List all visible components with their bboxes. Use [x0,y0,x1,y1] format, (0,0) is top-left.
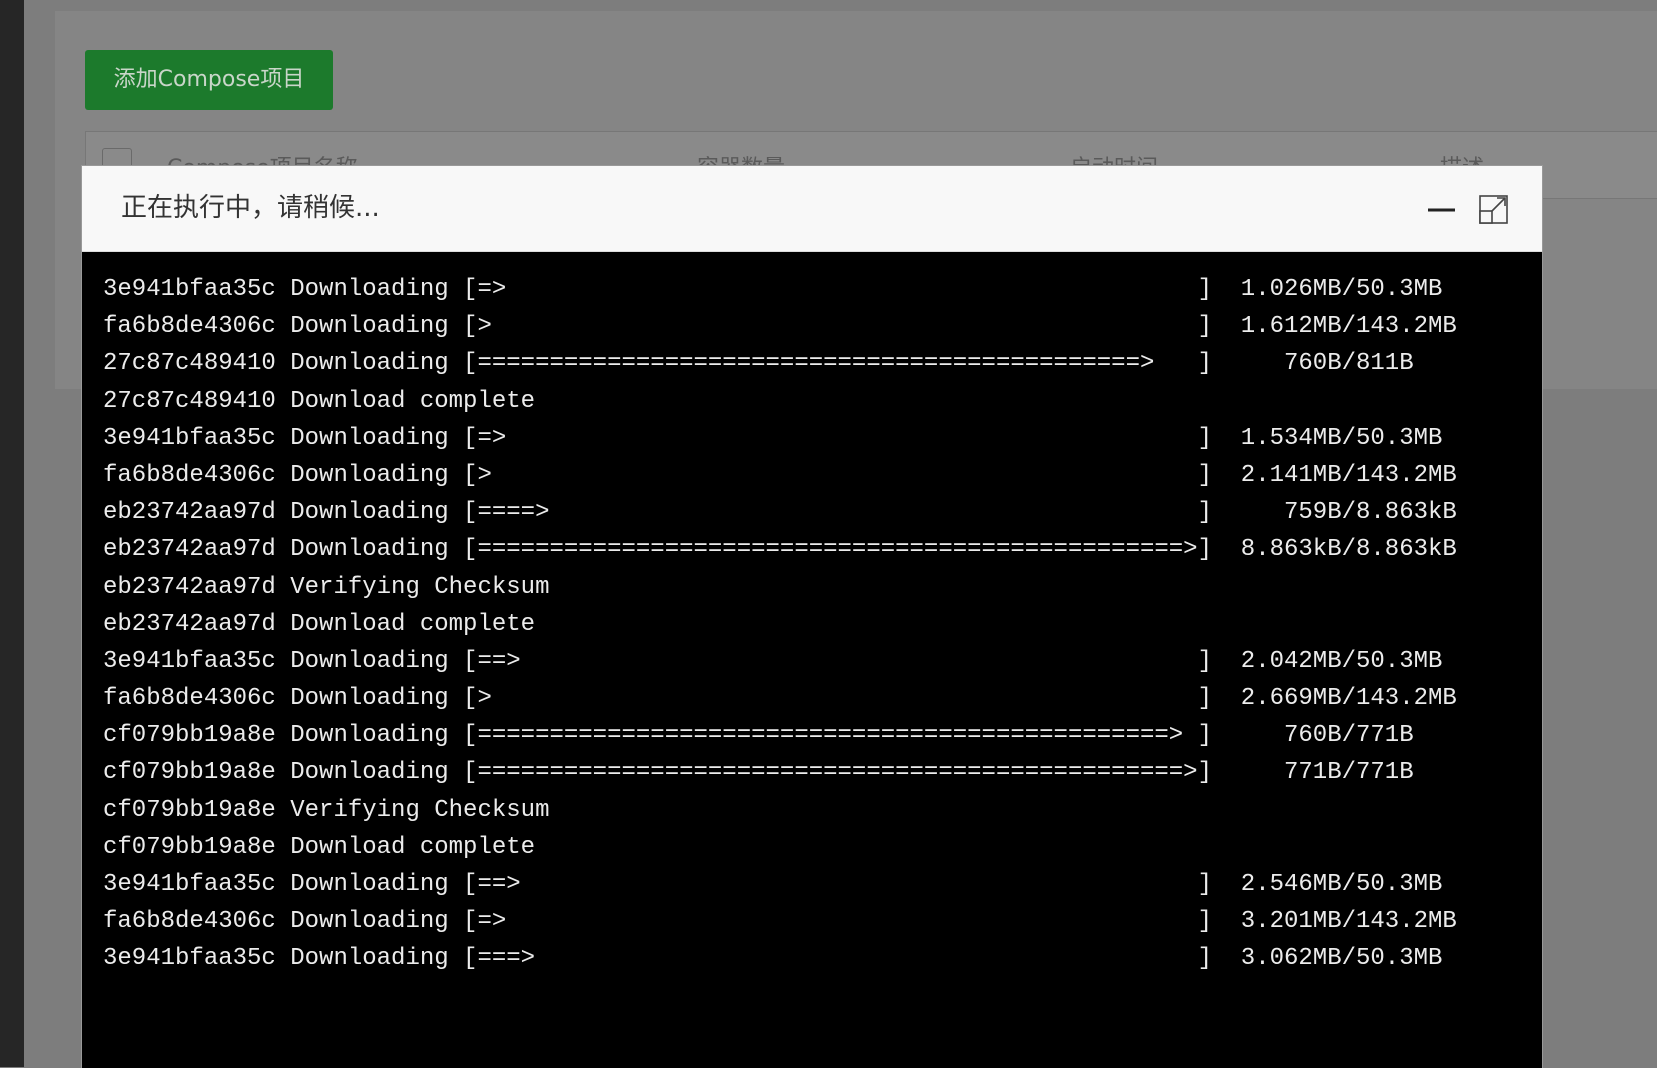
terminal-line: fa6b8de4306c Downloading [>] 1.612MB/143… [103,308,1457,345]
terminal-line-progress: ] 1.612MB/143.2MB [1197,313,1457,341]
terminal-line-progress: ] 760B/811B [1197,350,1414,378]
terminal-line-progress: ] 760B/771B [1197,722,1414,750]
terminal-line: fa6b8de4306c Downloading [>] 2.141MB/143… [103,457,1457,494]
terminal-line: 27c87c489410 Download complete [103,387,536,415]
terminal-line-progress: ] 1.026MB/50.3MB [1197,276,1443,303]
terminal-line-progress: ] 3.201MB/143.2MB [1197,908,1457,936]
terminal-line: cf079bb19a8e Download complete [103,833,536,861]
terminal-line-progress: ] 2.042MB/50.3MB [1197,647,1443,675]
terminal-line: fa6b8de4306c Downloading [=>] 3.201MB/14… [103,903,1457,940]
terminal-line: 3e941bfaa35c Downloading [=>] 1.534MB/50… [103,420,1442,457]
terminal-line-progress: ] 2.546MB/50.3MB [1197,871,1443,898]
terminal-line: cf079bb19a8e Verifying Checksum [103,796,550,824]
add-compose-button[interactable]: 添加Compose项目 [85,50,333,110]
terminal-line: 3e941bfaa35c Downloading [==>] 2.042MB/5… [103,643,1442,680]
terminal-line: 3e941bfaa35c Downloading [==>] 2.546MB/5… [103,866,1442,903]
terminal-line: eb23742aa97d Downloading [==============… [103,531,1457,568]
terminal-line: fa6b8de4306c Downloading [>] 2.669MB/143… [103,680,1457,717]
progress-modal: 正在执行中，请稍候... 3e941bfaa35c Downloading [=… [81,165,1543,1068]
terminal-line-progress: ] 8.863kB/8.863kB [1197,536,1457,564]
terminal-line-progress: ] 1.534MB/50.3MB [1197,424,1443,452]
modal-header: 正在执行中，请稍候... [82,166,1542,252]
terminal-line: 3e941bfaa35c Downloading [=>] 1.026MB/50… [103,271,1442,308]
terminal-line: cf079bb19a8e Downloading [==============… [103,754,1414,791]
minimize-icon[interactable] [1422,192,1456,226]
sidebar [0,0,24,1067]
modal-title: 正在执行中，请稍候... [121,193,380,223]
maximize-icon[interactable] [1478,194,1510,226]
terminal-line: cf079bb19a8e Downloading [==============… [103,717,1414,754]
terminal-line-progress: ] 771B/771B [1197,759,1414,787]
terminal-line: eb23742aa97d Downloading [====>] 759B/8.… [103,494,1457,531]
terminal-output: 3e941bfaa35c Downloading [=>] 1.026MB/50… [103,271,1457,978]
terminal-line-progress: ] 2.141MB/143.2MB [1197,461,1457,489]
terminal-line: 3e941bfaa35c Downloading [===>] 3.062MB/… [103,940,1442,977]
terminal-line: eb23742aa97d Download complete [103,610,536,638]
terminal-line: 27c87c489410 Downloading [==============… [103,345,1414,382]
terminal-line-progress: ] 759B/8.863kB [1197,499,1457,527]
terminal-line-progress: ] 3.062MB/50.3MB [1197,945,1443,973]
terminal-line-progress: ] 2.669MB/143.2MB [1197,685,1457,713]
terminal-line: eb23742aa97d Verifying Checksum [103,573,550,601]
